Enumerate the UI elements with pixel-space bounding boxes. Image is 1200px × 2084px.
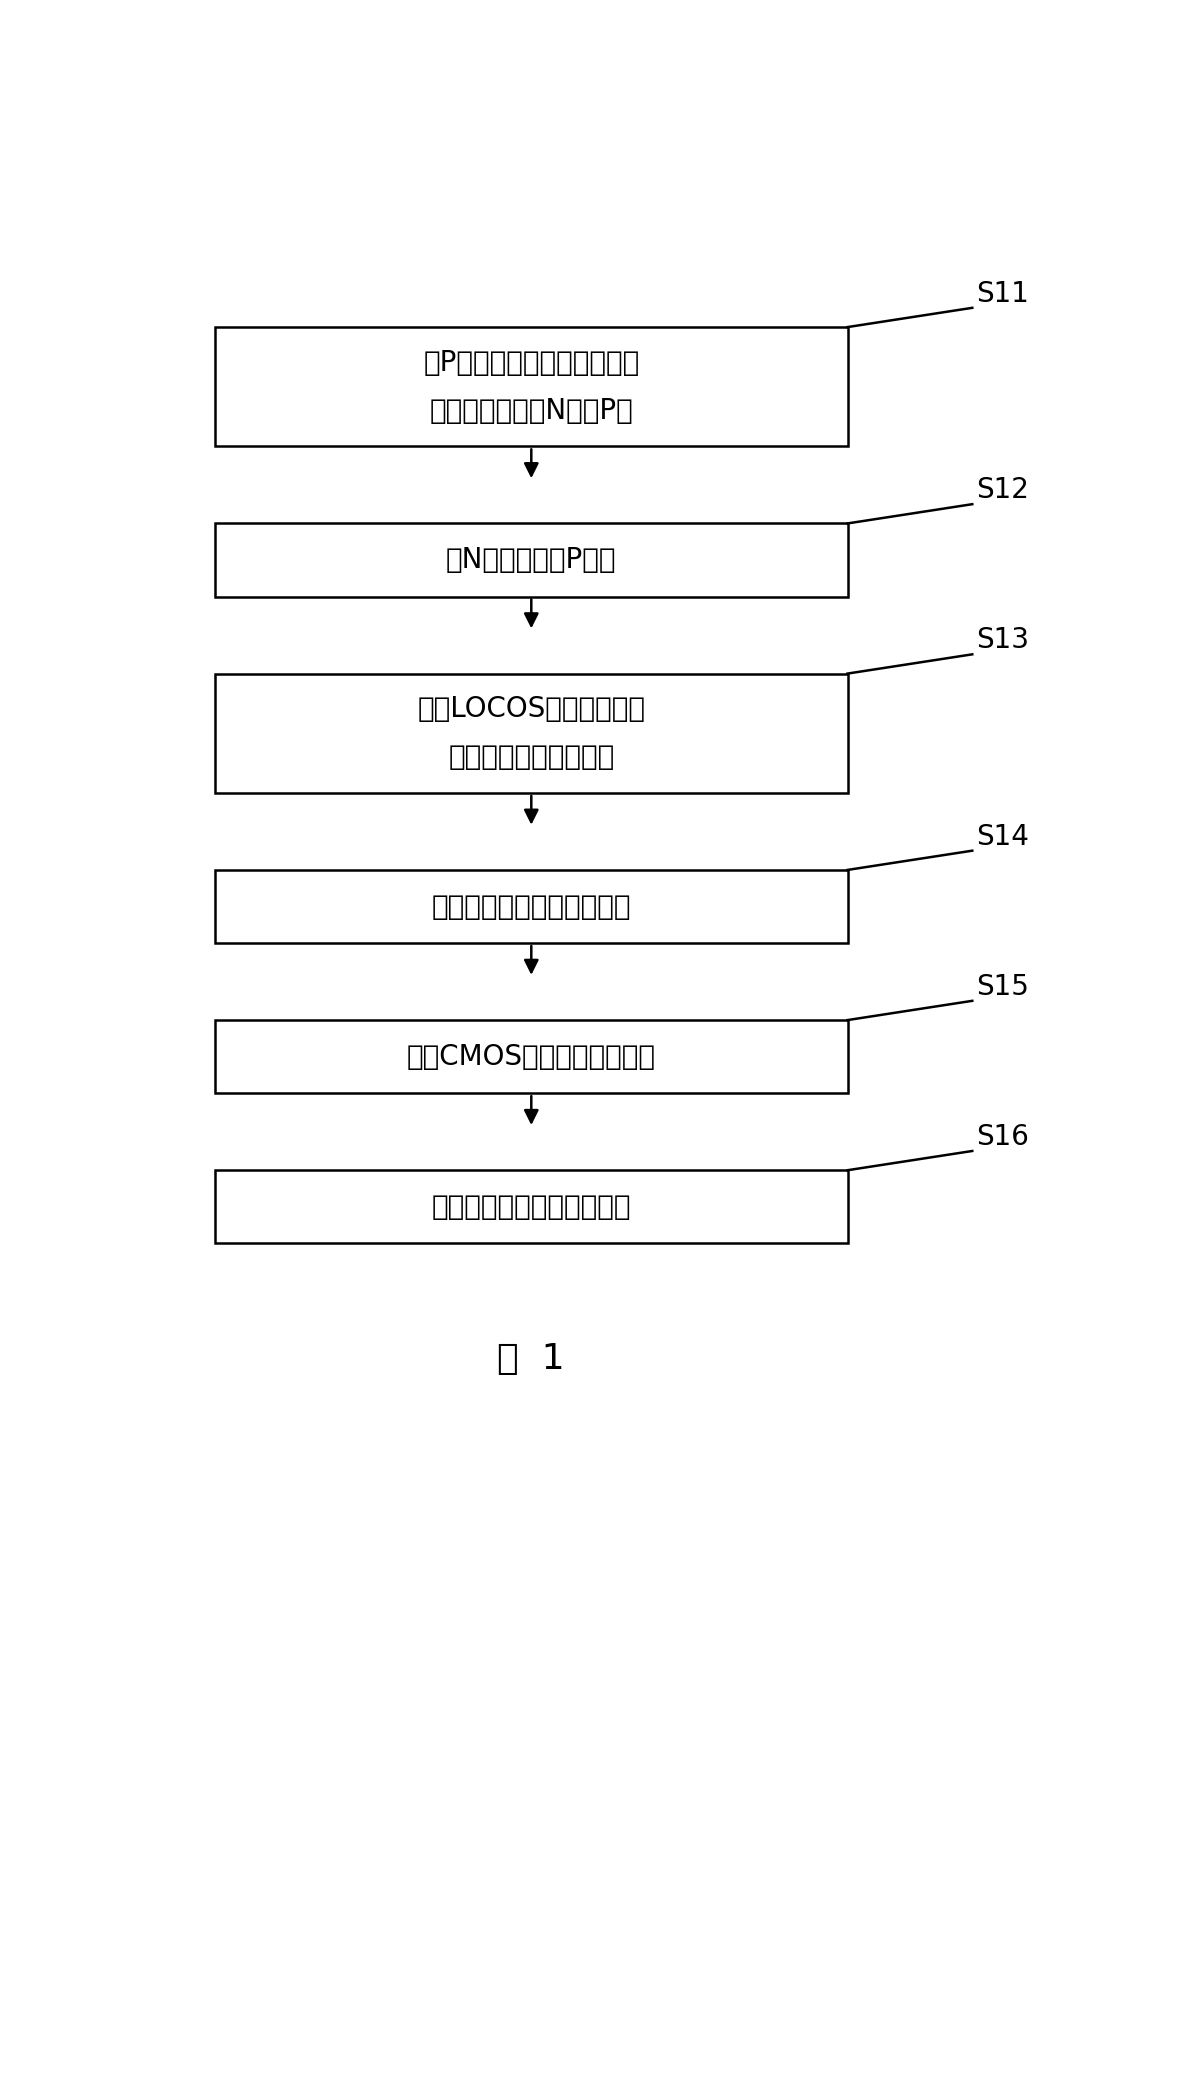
Text: S11: S11 <box>976 279 1030 308</box>
Text: S12: S12 <box>976 475 1030 504</box>
Text: 制作栅氧化层和电容器元件: 制作栅氧化层和电容器元件 <box>432 892 631 921</box>
Bar <box>215 869 847 944</box>
Text: S15: S15 <box>976 973 1030 1000</box>
Text: S16: S16 <box>976 1123 1030 1150</box>
Text: 采用LOCOS工艺形成多个: 采用LOCOS工艺形成多个 <box>418 696 646 723</box>
Text: 隔离区域并形成有源区: 隔离区域并形成有源区 <box>448 744 614 771</box>
Text: 在P型衬底上使用离子注入和: 在P型衬底上使用离子注入和 <box>424 348 640 377</box>
Text: 热推进工艺形成N阱和P阱: 热推进工艺形成N阱和P阱 <box>430 396 634 425</box>
Text: 制作CMOS器件和双极型器件: 制作CMOS器件和双极型器件 <box>407 1042 655 1071</box>
Text: S13: S13 <box>976 627 1030 654</box>
Bar <box>215 327 847 446</box>
Text: 在N阱中形成深P型阱: 在N阱中形成深P型阱 <box>446 546 617 573</box>
Bar <box>215 523 847 596</box>
Text: 图  1: 图 1 <box>498 1342 565 1375</box>
Text: S14: S14 <box>976 823 1030 850</box>
Bar <box>215 673 847 792</box>
Bar <box>215 1019 847 1094</box>
Bar <box>215 1171 847 1244</box>
Text: 制作金属层间连线和钝化层: 制作金属层间连线和钝化层 <box>432 1192 631 1221</box>
